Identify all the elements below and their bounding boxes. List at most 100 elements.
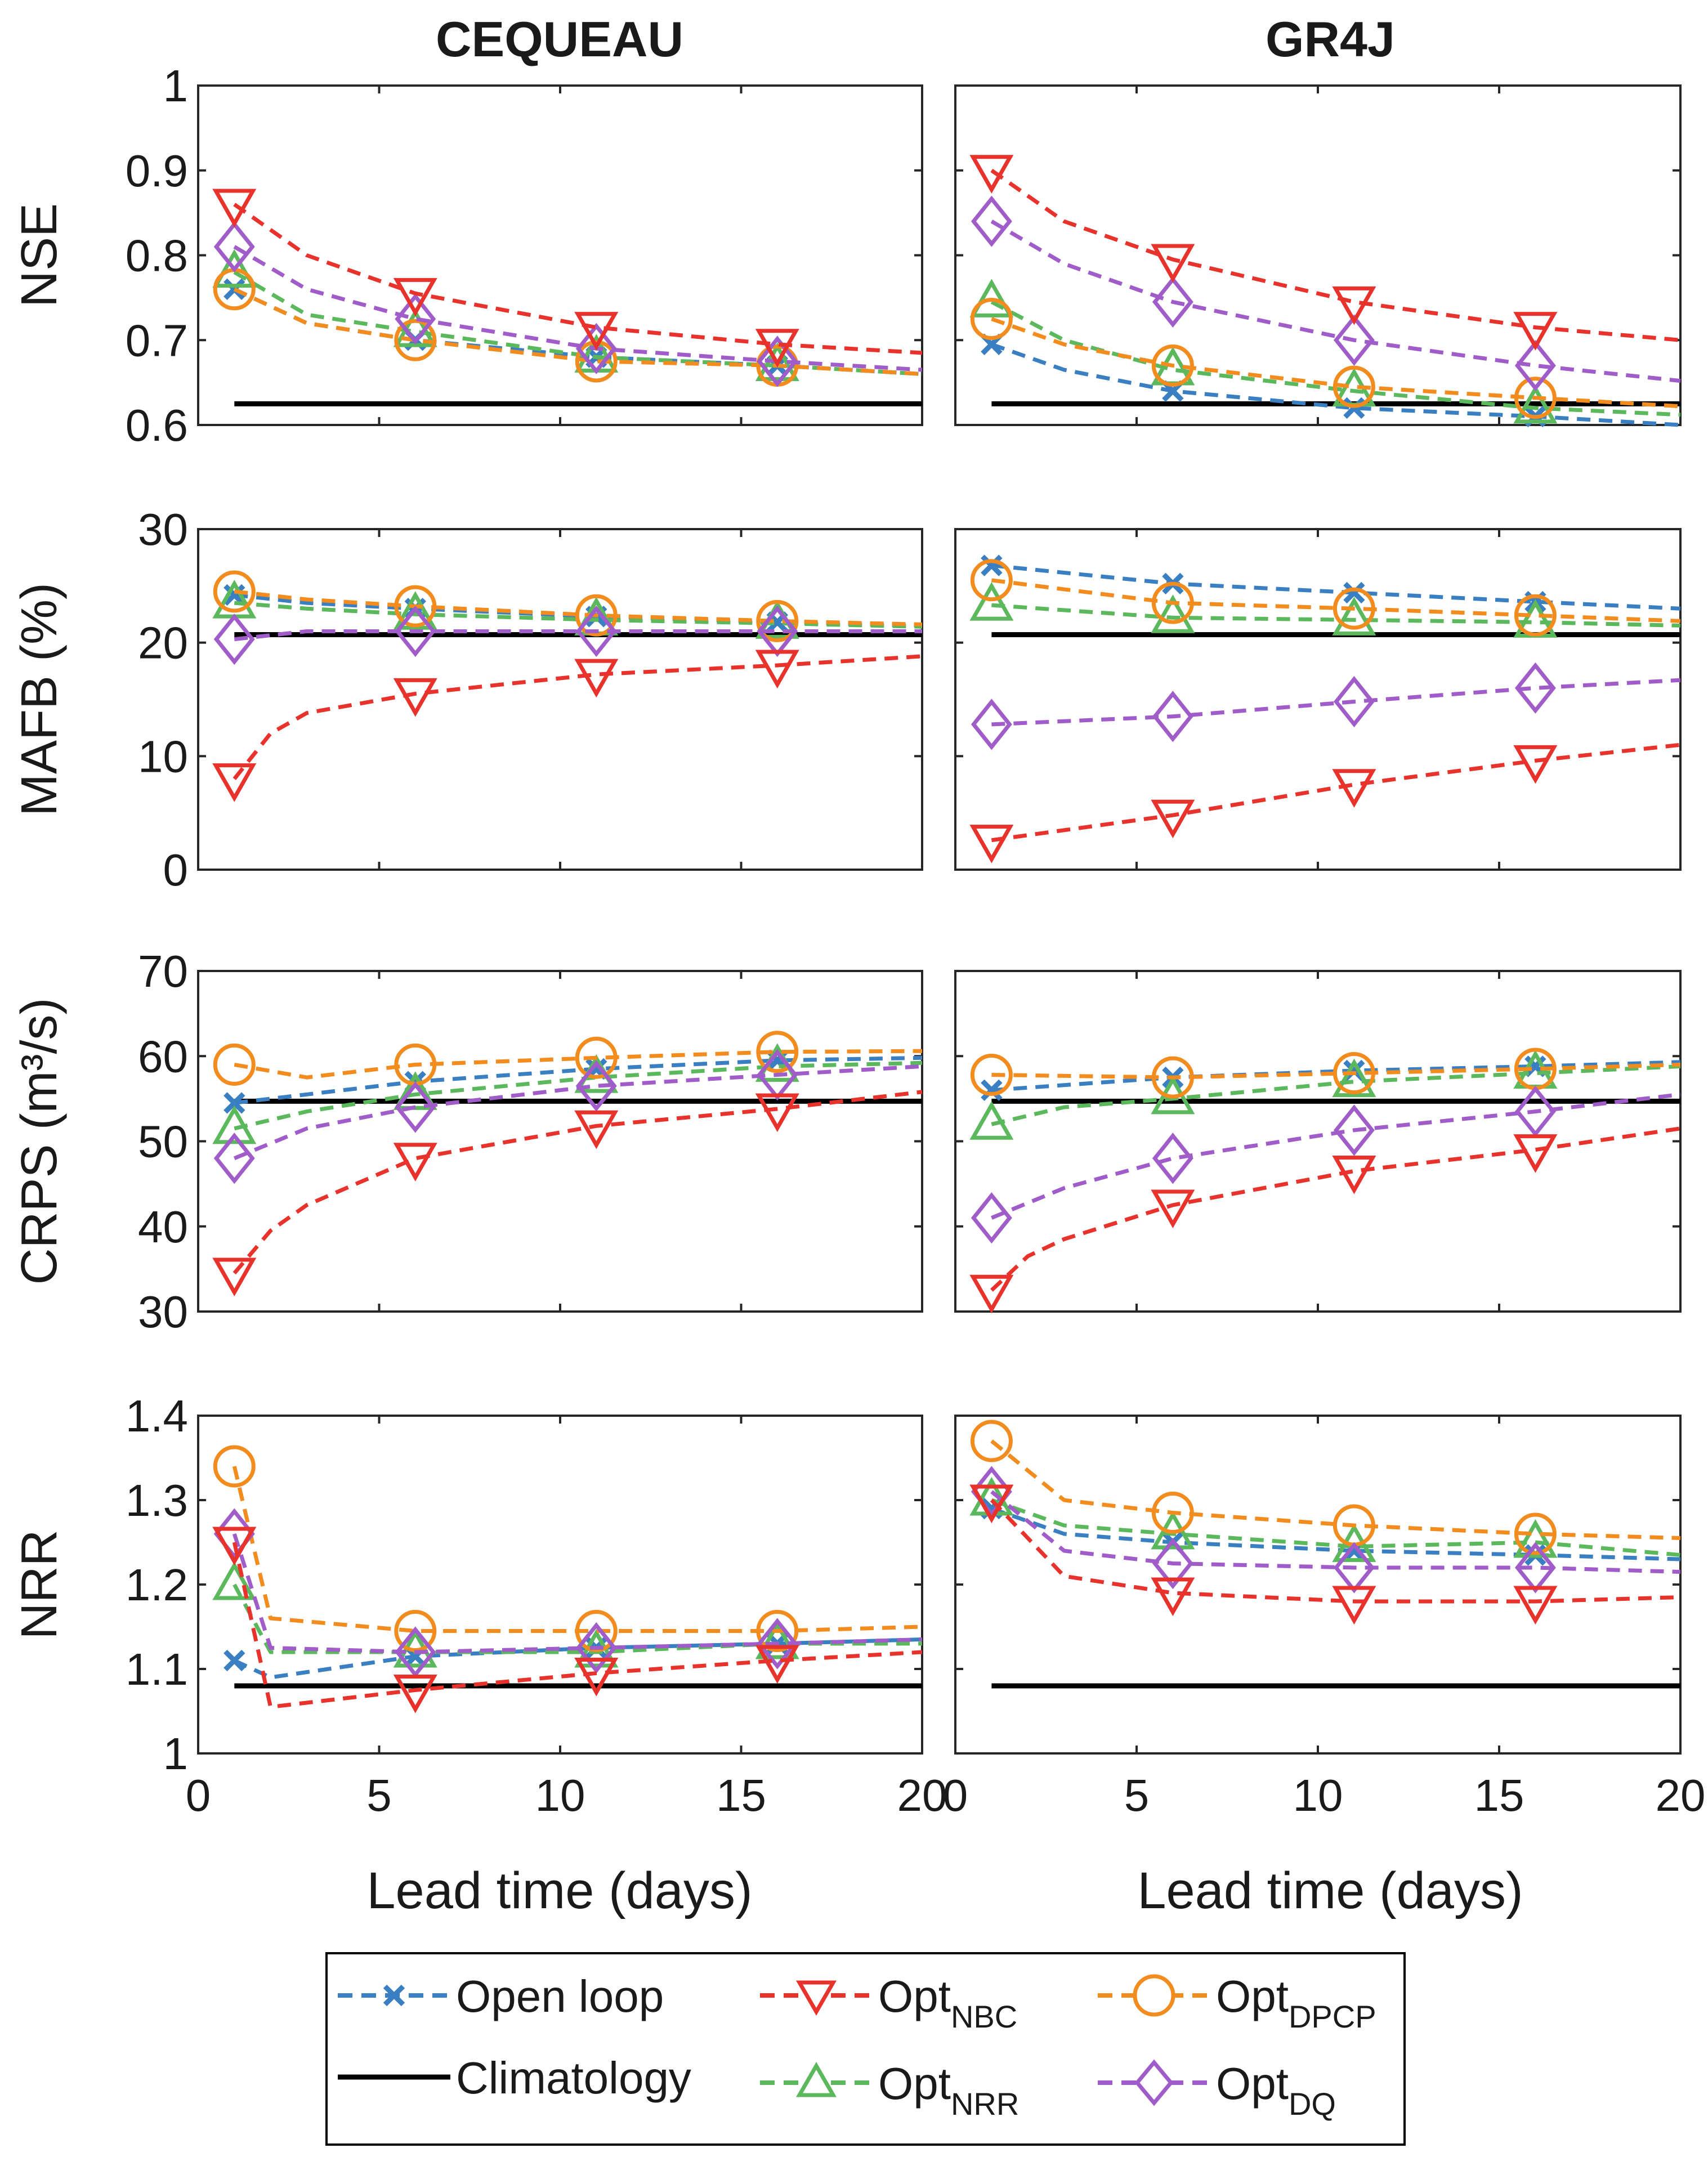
marker-nbc [969,825,1014,863]
series-line-dpcp [232,1466,923,1633]
marker-dq [1152,1133,1193,1184]
legend-box [325,1952,1406,2146]
xtick-label: 0 [186,1770,211,1820]
marker-nbc [1332,286,1376,325]
marker-dpcp [1333,587,1375,630]
series-line-nrr [991,1064,1681,1126]
marker-nrr [969,582,1014,621]
marker-nbc [755,1093,799,1133]
marker-dpcp [213,570,256,613]
marker-dq [1514,339,1556,392]
ylabel: NRR [11,1530,68,1640]
axes-box [197,970,923,1313]
marker-dpcp [1151,344,1194,387]
marker-open [1343,581,1365,604]
ytick-label: 1 [163,61,189,111]
marker-dpcp [756,1031,799,1073]
series-line-nbc [991,742,1681,843]
legend-label-opt-nbc: OptNBC [878,1971,1017,2034]
legend-label-opt-dpcp: OptDPCP [1216,1971,1376,2034]
marker-nbc [755,1645,799,1684]
ytick-label: 70 [138,946,188,996]
marker-dq [395,293,436,345]
marker-dpcp [575,1036,618,1079]
legend-label-opt-dq: OptDQ [1216,2058,1336,2122]
xtick-label: 15 [716,1770,766,1820]
series-line-nbc [232,1090,923,1275]
marker-nbc [1151,799,1195,839]
marker-dpcp [970,1420,1013,1462]
legend-item-opt-nbc: OptNBC [760,1971,1017,2034]
legend-marker-opt-dq [1134,2059,1174,2106]
marker-nrr [212,1105,257,1144]
legend-item-opt-dpcp: OptDPCP [1098,1971,1376,2034]
marker-open [223,1092,245,1114]
marker-dq [1333,675,1375,728]
legend-marker-opt-nbc [795,1980,837,2016]
marker-open [223,278,245,300]
ylabel: NSE [11,203,68,307]
legend-item-opt-nrr: OptNRR [760,2058,1019,2122]
ytick-label: 30 [138,1287,188,1337]
series-line-dpcp [233,287,923,376]
series-line-nrr [234,1060,923,1131]
marker-nrr [1513,384,1558,424]
panel-cequeau-nse: 0.6 0.7 0.8 0.9 1 NSE [11,61,923,450]
marker-dq [575,1622,617,1674]
series-line-nrr [991,603,1681,628]
series-line-nbc [990,168,1681,342]
ytick-label: 10 [138,731,188,781]
axes-box [197,528,923,871]
series-line-nbc [232,654,923,780]
xtick-label: 10 [1293,1770,1343,1820]
marker-open [223,584,245,606]
series-line-nbc [990,1498,1681,1604]
marker-nbc [212,1527,257,1566]
legend-opt-nbc-main: Opt [878,1971,951,2021]
marker-dq [1514,1542,1556,1594]
marker-dq [971,195,1012,247]
ylabel: CRPS (m³/s) [11,998,68,1285]
xtick-label: 10 [535,1770,585,1820]
marker-open [1343,397,1365,419]
marker-dpcp [756,1610,799,1652]
ytick-label: 0.6 [126,400,188,450]
panel-gr4j-nrr: 0 5 10 15 20 [943,1415,1705,1820]
panel-gr4j-crps [954,970,1682,1314]
series-line-dq [233,245,923,372]
axes-box [954,528,1682,871]
ytick-label: 1.2 [126,1560,188,1610]
legend-opt-nbc-sub: NBC [951,1999,1017,2034]
marker-dpcp [1514,594,1557,637]
marker-nbc [1332,769,1376,808]
marker-open [981,1079,1003,1101]
marker-dq [757,335,798,387]
xtick-label: 5 [1124,1770,1150,1820]
series-line-nbc [233,203,923,355]
series-line-nrr [991,1498,1681,1557]
ytick-label: 60 [138,1031,188,1081]
title-cequeau: CEQUEAU [436,11,683,67]
marker-open [981,554,1003,576]
series-line-nbc [232,1542,923,1709]
series-line-dpcp [234,1049,923,1080]
ytick-label: 30 [138,504,188,554]
legend-marker-open-loop [383,1984,405,2007]
series-line-dpcp [990,1439,1681,1540]
marker-dpcp [1333,365,1375,408]
marker-nbc [393,678,437,717]
marker-open [223,1649,245,1672]
marker-dq [213,1133,255,1184]
marker-nbc [1151,1577,1195,1617]
ytick-label: 1.1 [126,1644,188,1694]
series-line-dq [232,1533,923,1654]
marker-dpcp [970,1054,1013,1097]
marker-dpcp [394,319,437,361]
ytick-label: 1.3 [126,1475,188,1525]
marker-dq [395,1081,436,1133]
series-line-open [991,342,1681,427]
marker-dpcp [575,340,618,383]
marker-dpcp [1151,1492,1194,1534]
marker-nrr [212,1561,257,1600]
